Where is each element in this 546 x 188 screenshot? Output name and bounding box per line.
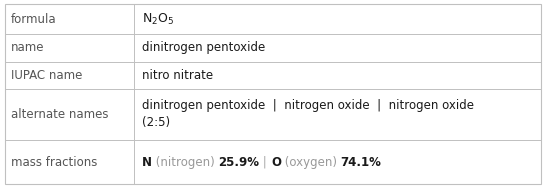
- Text: dinitrogen pentoxide  |  nitrogen oxide  |  nitrogen oxide
(2:5): dinitrogen pentoxide | nitrogen oxide | …: [142, 99, 474, 129]
- Text: N: N: [142, 156, 152, 169]
- Text: IUPAC name: IUPAC name: [11, 69, 82, 82]
- Text: dinitrogen pentoxide: dinitrogen pentoxide: [142, 42, 265, 55]
- Text: 25.9%: 25.9%: [218, 156, 259, 169]
- Text: nitro nitrate: nitro nitrate: [142, 69, 213, 82]
- Text: (oxygen): (oxygen): [281, 156, 341, 169]
- Text: name: name: [11, 42, 44, 55]
- Text: (nitrogen): (nitrogen): [152, 156, 218, 169]
- Text: |: |: [259, 156, 271, 169]
- Text: O: O: [271, 156, 281, 169]
- Text: 74.1%: 74.1%: [341, 156, 382, 169]
- Text: mass fractions: mass fractions: [11, 156, 97, 169]
- Text: formula: formula: [11, 13, 57, 26]
- Text: $\mathregular{N_2O_5}$: $\mathregular{N_2O_5}$: [142, 11, 174, 27]
- Text: alternate names: alternate names: [11, 108, 109, 121]
